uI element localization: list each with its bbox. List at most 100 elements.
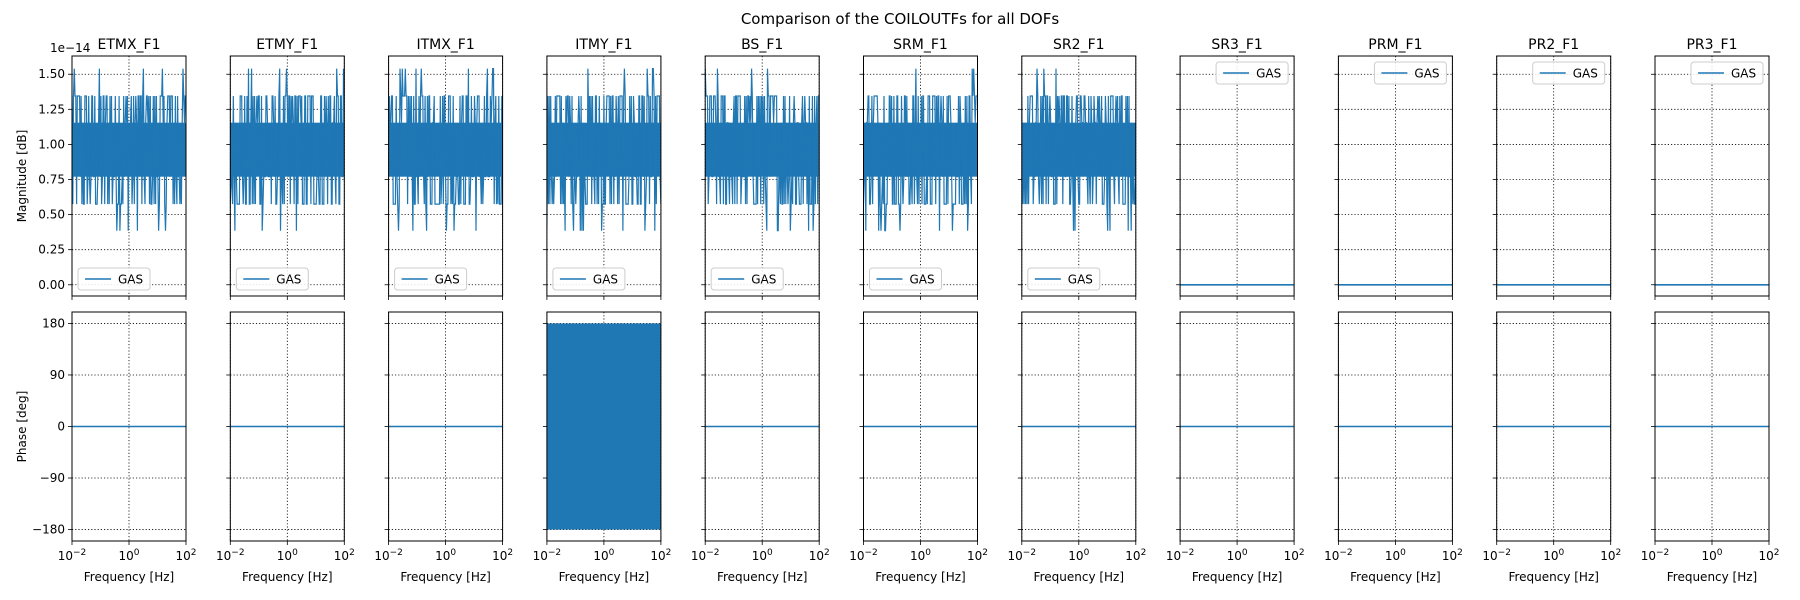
x-tick-label: 102 — [1125, 548, 1146, 563]
x-axis-label: Frequency [Hz] — [1350, 570, 1441, 584]
y-tick-label: −180 — [32, 523, 65, 537]
magnitude-trace — [230, 68, 345, 231]
legend-box — [552, 267, 626, 291]
magnitude-trace — [388, 67, 503, 231]
legend-box — [1215, 61, 1289, 85]
legend-label: GAS — [1414, 67, 1439, 81]
magnitude-background — [1338, 56, 1453, 296]
magnitude-line — [388, 67, 503, 231]
x-tick-label: 102 — [1758, 548, 1779, 563]
y-tick-label: 1.50 — [38, 67, 65, 81]
x-axis-label: Frequency [Hz] — [400, 570, 491, 584]
x-axis-label: Frequency [Hz] — [559, 570, 650, 584]
magnitude-axes: GAS — [701, 55, 820, 300]
magnitude-trace — [863, 68, 978, 232]
x-tick-label: 102 — [809, 548, 830, 563]
magnitude-line — [230, 68, 345, 231]
legend: GAS — [77, 267, 151, 291]
legend-box — [1690, 61, 1764, 85]
x-tick-label: 102 — [492, 548, 513, 563]
magnitude-y-label: Magnitude [dB] — [15, 130, 29, 223]
legend: GAS — [235, 267, 309, 291]
phase-wrapped-fill — [546, 323, 661, 530]
phase-axes: 10−2 100 102 — [1324, 311, 1463, 563]
legend-label: GAS — [910, 273, 935, 287]
legend-box — [710, 267, 784, 291]
y-tick-label: 1.25 — [38, 102, 65, 116]
x-tick-label: 10−2 — [216, 548, 245, 563]
legend: GAS — [1532, 61, 1606, 85]
y-tick-label: 0.75 — [38, 173, 65, 187]
legend: GAS — [869, 267, 942, 291]
panel-title: ITMX_F1 — [416, 37, 474, 53]
x-axis-label: Frequency [Hz] — [875, 570, 966, 584]
phase-y-label: Phase [deg] — [15, 391, 29, 463]
magnitude-axes: GAS — [1017, 55, 1137, 300]
legend-label: GAS — [435, 273, 460, 287]
x-axis-label: Frequency [Hz] — [84, 570, 175, 584]
legend-label: GAS — [593, 273, 618, 287]
magnitude-axes: GAS — [859, 55, 978, 300]
legend-label: GAS — [1573, 67, 1598, 81]
x-tick-label: 10−2 — [1166, 548, 1195, 563]
x-tick-label: 10−2 — [1324, 548, 1353, 563]
panel-title: PR2_F1 — [1528, 37, 1579, 53]
x-tick-label: 10−2 — [1641, 548, 1670, 563]
panel-title: BS_F1 — [741, 37, 783, 53]
y-tick-label: 0 — [57, 420, 65, 434]
x-tick-label: 102 — [1442, 548, 1463, 563]
phase-axes: 10−2 100 102 — [1641, 311, 1780, 563]
legend-label: GAS — [751, 273, 776, 287]
magnitude-line — [1021, 68, 1136, 231]
panel-title: ETMX_F1 — [97, 37, 160, 53]
legend: GAS — [710, 267, 784, 291]
magnitude-axes: GAS — [542, 55, 662, 300]
magnitude-trace — [72, 68, 186, 231]
x-tick-label: 10−2 — [58, 548, 87, 563]
panels: GAS 0.00 0.25 0.50 0.75 1.00 1.25 1.50 ETMX_F1 18… — [15, 37, 1780, 584]
x-tick-label: 100 — [1701, 548, 1722, 563]
phase-axes: 10−2 100 102 — [1482, 311, 1621, 563]
magnitude-offset-label: 1e−14 — [50, 41, 90, 55]
x-tick-label: 100 — [277, 548, 298, 563]
magnitude-line — [546, 67, 661, 231]
magnitude-line — [72, 68, 186, 231]
x-axis-label: Frequency [Hz] — [1034, 570, 1125, 584]
x-tick-label: 10−2 — [849, 548, 878, 563]
x-tick-label: 100 — [1068, 548, 1089, 563]
x-tick-label: 10−2 — [533, 548, 562, 563]
legend-label: GAS — [118, 273, 143, 287]
figure-title: Comparison of the COILOUTFs for all DOFs — [741, 10, 1060, 28]
x-tick-label: 102 — [967, 548, 988, 563]
magnitude-axes: GAS — [1334, 55, 1453, 300]
x-tick-label: 100 — [593, 548, 614, 563]
magnitude-axes: GAS — [1651, 55, 1770, 300]
y-tick-label: 180 — [42, 316, 65, 330]
y-tick-label: 0.50 — [38, 208, 65, 222]
panel-title: ITMY_F1 — [575, 37, 632, 53]
panel-title: PRM_F1 — [1368, 37, 1422, 53]
legend: GAS — [1215, 61, 1289, 85]
magnitude-background — [1655, 56, 1769, 296]
panel-etmx-f1: GAS 0.00 0.25 0.50 0.75 1.00 1.25 1.50 ETMX_F1 18… — [32, 37, 196, 584]
phase-axes: 10−2 100 102 — [533, 311, 671, 563]
x-axis-label: Frequency [Hz] — [1667, 570, 1758, 584]
x-axis-label: Frequency [Hz] — [242, 570, 333, 584]
magnitude-line — [705, 68, 820, 232]
legend: GAS — [1690, 61, 1764, 85]
x-tick-label: 100 — [1385, 548, 1406, 563]
panel-title: ETMY_F1 — [256, 37, 318, 53]
panel-title: SR2_F1 — [1053, 37, 1104, 53]
x-tick-label: 10−2 — [1482, 548, 1511, 563]
magnitude-axes: GAS — [1492, 55, 1612, 300]
x-tick-label: 102 — [650, 548, 671, 563]
magnitude-trace — [705, 68, 820, 232]
legend-box — [1532, 61, 1606, 85]
panel-title: SRM_F1 — [893, 37, 948, 53]
